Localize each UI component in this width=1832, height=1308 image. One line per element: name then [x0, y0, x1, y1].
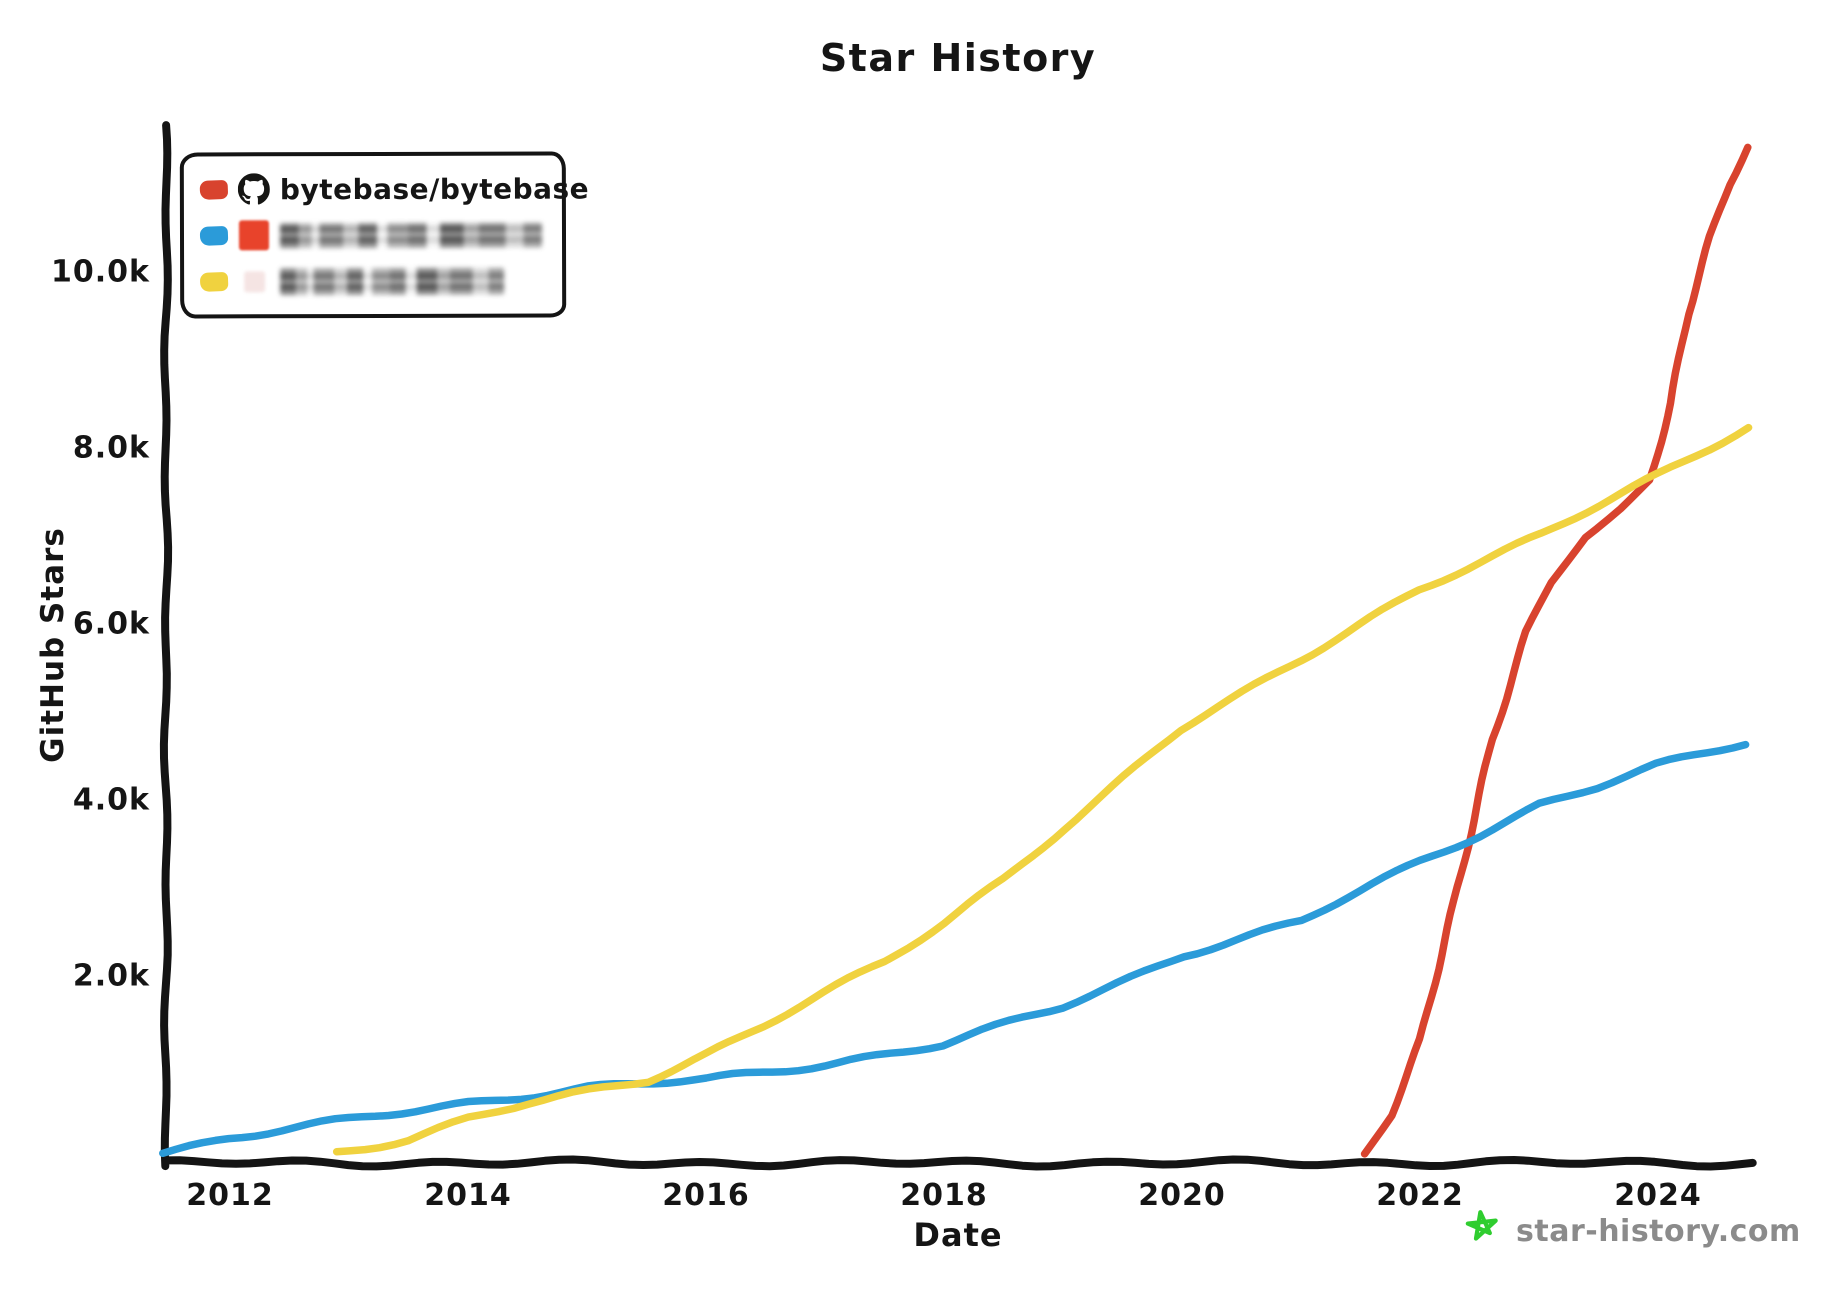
y-tick-label-6.0k: 6.0k	[72, 606, 150, 642]
series-line-blurred-3	[332, 423, 1753, 1156]
y-tick-label-4.0k: 4.0k	[72, 782, 150, 818]
blurred-repo-name	[280, 267, 505, 295]
x-axis-line	[161, 1155, 1757, 1171]
y-axis-label: GitHub Stars	[35, 527, 71, 763]
x-axis-label: Date	[913, 1216, 1003, 1254]
x-tick-label-2012: 2012	[186, 1178, 274, 1213]
x-tick-label-2014: 2014	[424, 1178, 512, 1213]
chart-title: Star History	[819, 36, 1097, 80]
avatar-orange-red	[238, 219, 270, 251]
legend-label-bytebase: bytebase/bytebase	[279, 171, 590, 206]
legend-swatch-blue	[199, 225, 229, 246]
watermark: star-history.com	[1460, 1208, 1801, 1254]
y-tick-label-2.0k: 2.0k	[72, 958, 150, 994]
y-axis-line	[159, 121, 173, 1171]
avatar-pale-pink	[238, 265, 270, 297]
legend-row-blurred-3	[199, 258, 562, 305]
x-tick-label-2022: 2022	[1376, 1178, 1464, 1213]
x-tick-label-2024: 2024	[1614, 1178, 1702, 1213]
legend: bytebase/bytebase	[179, 151, 589, 319]
x-tick-label-2020: 2020	[1138, 1178, 1226, 1213]
x-tick-label-2016: 2016	[662, 1178, 750, 1213]
legend-row-bytebase: bytebase/bytebase	[199, 166, 589, 213]
legend-swatch-yellow	[199, 271, 229, 292]
x-tick-label-2018: 2018	[900, 1178, 988, 1213]
avatar-image-blurred	[243, 270, 265, 292]
legend-row-blurred-2	[199, 212, 562, 259]
blurred-repo-name	[279, 222, 543, 248]
github-octocat-icon	[237, 173, 270, 205]
y-tick-label-10.0k: 10.0k	[51, 254, 150, 290]
watermark-text: star-history.com	[1516, 1213, 1801, 1249]
y-tick-label-8.0k: 8.0k	[72, 430, 150, 466]
series-line-blurred-2	[159, 740, 1750, 1158]
series-line-bytebase-bytebase	[1360, 143, 1752, 1158]
star-icon	[1465, 1210, 1498, 1241]
avatar-image-blurred	[238, 220, 270, 251]
legend-swatch-red	[199, 179, 229, 200]
